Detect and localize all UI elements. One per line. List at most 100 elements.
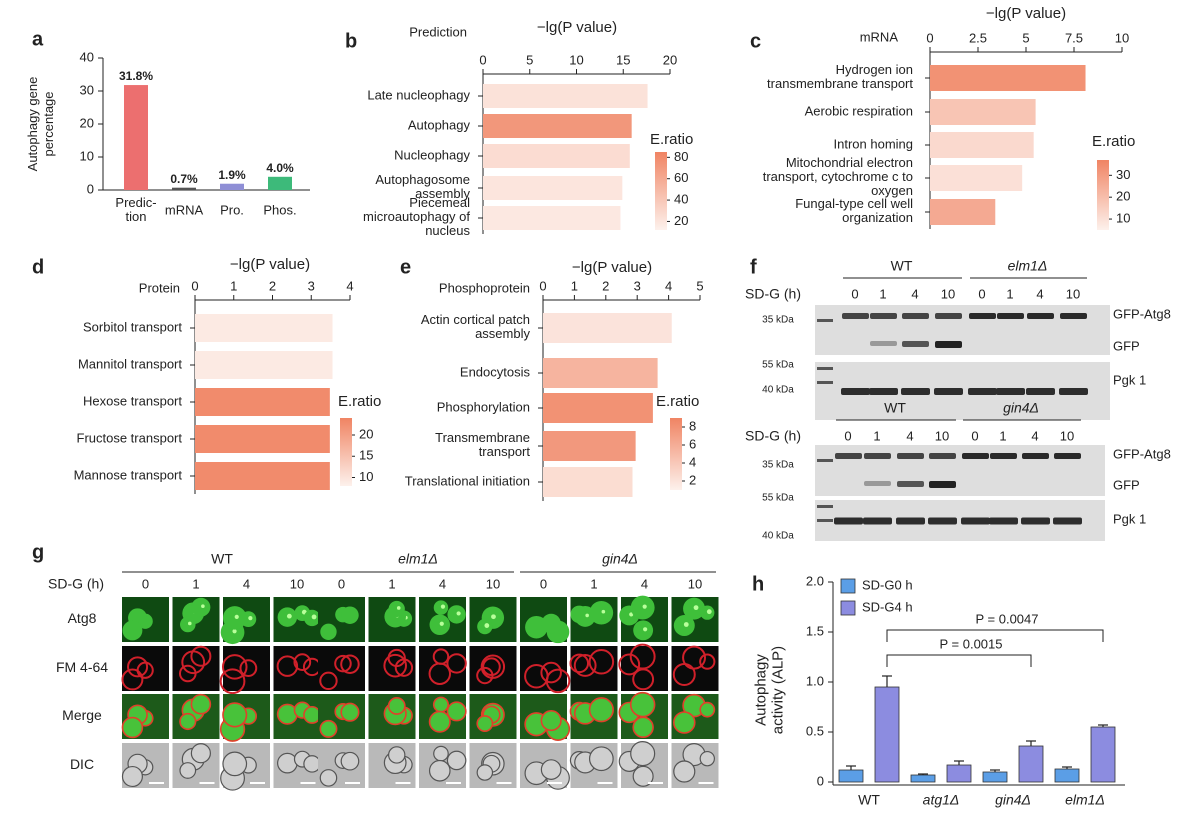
ladder-band: [817, 519, 833, 522]
band: [1027, 313, 1054, 319]
puncta: [585, 613, 589, 618]
x-tick-label: 4: [665, 278, 672, 293]
puncta: [248, 616, 253, 621]
band-label: GFP: [1113, 338, 1140, 353]
colorbar-tick-label: 30: [1116, 167, 1130, 182]
cell: [334, 654, 352, 673]
bar: [1018, 745, 1044, 783]
cell: [276, 655, 299, 677]
x-tick-label: 3: [308, 278, 315, 293]
band: [1054, 453, 1081, 459]
significance-bracket: [886, 629, 1104, 642]
x-tick-label: 0: [926, 30, 933, 45]
scale-bar: [446, 782, 461, 784]
band: [1021, 517, 1050, 525]
marker-label: 40 kDa: [762, 531, 794, 542]
puncta: [286, 613, 292, 619]
y-axis-label-line: percentage: [41, 91, 56, 156]
band: [901, 388, 930, 395]
x-tick-label: 1: [571, 278, 578, 293]
cell: [433, 745, 449, 762]
colorbar-tick-label: 80: [674, 149, 688, 164]
chart-title: Prediction: [409, 24, 467, 39]
cell: [633, 620, 654, 641]
cell: [190, 645, 212, 667]
group-label: elm1Δ: [1008, 258, 1048, 274]
cell: [239, 659, 258, 678]
x-tick-label: Pro.: [220, 202, 244, 217]
micrograph: [469, 646, 517, 691]
marker-label: 35 kDa: [762, 460, 794, 471]
cell: [293, 653, 312, 671]
bar: [195, 351, 333, 379]
x-tick-label: mRNA: [165, 202, 204, 217]
y-tick-label: Hydrogen ion transmembrane transport: [767, 62, 913, 91]
puncta: [491, 614, 496, 620]
x-axis-label: −lg(P value): [572, 259, 652, 276]
colorbar-tick-label: 15: [359, 448, 373, 463]
cell: [476, 764, 494, 781]
cell: [446, 750, 467, 771]
colorbar-tick-label: 20: [359, 426, 373, 441]
x-axis-label: −lg(P value): [537, 19, 617, 36]
time-point: 0: [142, 576, 149, 591]
time-point: 10: [688, 576, 702, 591]
time-point: 10: [941, 286, 955, 301]
marker-label: 55 kDa: [762, 360, 794, 371]
band: [935, 313, 962, 319]
cell: [222, 606, 247, 630]
cell: [320, 623, 337, 641]
panel-letter: h: [752, 573, 764, 595]
puncta: [201, 604, 205, 609]
cell: [476, 715, 494, 733]
micrograph: [172, 646, 220, 691]
band: [1053, 517, 1082, 525]
group-label: WT: [884, 400, 906, 416]
cell: [190, 743, 211, 764]
group-label: WT: [211, 551, 233, 567]
x-tick-label: 7.5: [1065, 30, 1083, 45]
cell: [388, 746, 406, 764]
colorbar-tick-label: 20: [674, 213, 688, 228]
colorbar-label: E.ratio: [650, 131, 693, 148]
y-tick-label-line: transport, cytochrome c to: [763, 169, 913, 184]
row-label: Atg8: [68, 610, 97, 626]
cell: [303, 705, 322, 724]
x-tick-label: 2: [269, 278, 276, 293]
cell: [588, 648, 615, 675]
group-label: gin4Δ: [602, 551, 638, 567]
bar: [483, 114, 632, 138]
bar: [982, 771, 1008, 783]
marker-label: 55 kDa: [762, 493, 794, 504]
x-tick-label: 5: [1022, 30, 1029, 45]
x-tick-label: Phos.: [263, 202, 296, 217]
puncta: [187, 621, 192, 626]
band: [969, 313, 996, 319]
y-tick-label: Fungal-type cell well organization: [795, 196, 913, 225]
y-axis-label-line: Autophagy gene: [25, 77, 40, 172]
time-point: 4: [243, 576, 250, 591]
y-axis-label: Autophagy genepercentage: [25, 77, 56, 172]
puncta: [693, 605, 699, 611]
y-tick-label-line: Hydrogen ion: [836, 62, 913, 77]
scale-bar: [199, 782, 215, 784]
scale-bar: [547, 782, 562, 784]
time-point: 0: [851, 286, 858, 301]
cell: [340, 654, 360, 674]
significance-bracket: [886, 654, 1032, 667]
cell: [428, 759, 451, 782]
band: [1026, 388, 1055, 395]
bar: [543, 358, 658, 388]
x-tick-label: 5: [696, 278, 703, 293]
row-label: Merge: [62, 707, 102, 723]
band: [870, 341, 897, 346]
band: [997, 313, 1024, 319]
x-tick-label: 4: [346, 278, 353, 293]
y-tick-label: 1.0: [806, 673, 824, 688]
band: [989, 517, 1018, 525]
blot-image: [815, 445, 1105, 496]
scale-bar: [597, 782, 613, 784]
micrograph: [368, 646, 416, 691]
bar: [930, 165, 1023, 191]
time-point: 4: [906, 428, 913, 443]
